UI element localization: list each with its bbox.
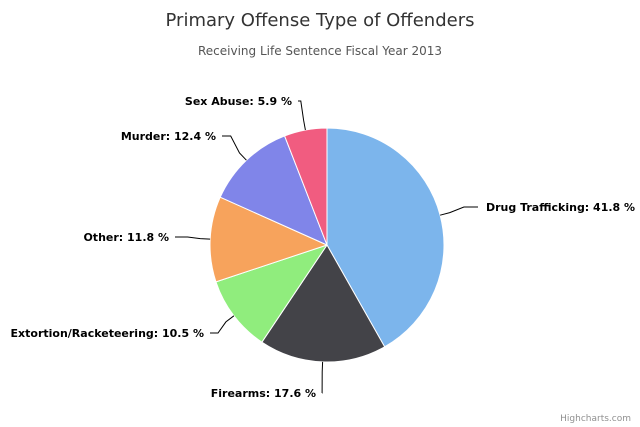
label-connector xyxy=(321,361,324,394)
slice-label: Firearms: 17.6 % xyxy=(211,387,316,400)
slice-labels: Drug Trafficking: 41.8 % Firearms: 17.6 %… xyxy=(11,95,636,400)
chart-title: Primary Offense Type of Offenders xyxy=(166,10,475,31)
pie-slice-firearms[interactable] xyxy=(261,244,386,363)
slice-label: Sex Abuse: 5.9 % xyxy=(185,95,292,108)
slice-label: Drug Trafficking: 41.8 % xyxy=(486,201,635,214)
pie-slice-sex-abuse[interactable] xyxy=(284,127,328,246)
label-connector xyxy=(222,135,247,161)
pie-slices xyxy=(209,127,445,363)
pie-slice-extortion-racketeering[interactable] xyxy=(215,244,328,343)
slice-label: Extortion/Racketeering: 10.5 % xyxy=(11,327,204,340)
chart-subtitle: Receiving Life Sentence Fiscal Year 2013 xyxy=(198,44,442,58)
pie-slice-other[interactable] xyxy=(209,196,328,283)
label-connector xyxy=(175,236,211,240)
label-connector xyxy=(439,206,478,216)
chart-credits[interactable]: Highcharts.com xyxy=(560,414,631,424)
slice-label: Murder: 12.4 % xyxy=(121,130,216,143)
label-connector xyxy=(210,315,235,334)
pie-slice-murder[interactable] xyxy=(219,135,328,246)
slice-label: Other: 11.8 % xyxy=(83,231,169,244)
label-connector xyxy=(298,100,306,131)
label-connectors xyxy=(175,100,478,394)
pie-slice-drug-trafficking[interactable] xyxy=(326,127,445,348)
